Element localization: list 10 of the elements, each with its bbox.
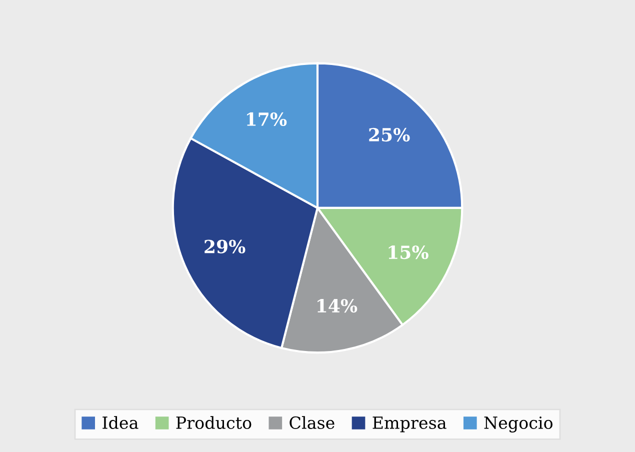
legend-label: Empresa: [372, 416, 446, 432]
legend-label: Producto: [176, 416, 252, 430]
legend-label: Negocio: [484, 416, 552, 432]
data-label: 29%: [204, 240, 246, 254]
legend-label: Clase: [290, 416, 334, 430]
data-label: 15%: [388, 245, 428, 260]
data-label: 17%: [247, 112, 287, 126]
data-label: 14%: [318, 298, 358, 313]
legend-label: Idea: [102, 416, 138, 430]
data-label: 25%: [369, 128, 410, 142]
